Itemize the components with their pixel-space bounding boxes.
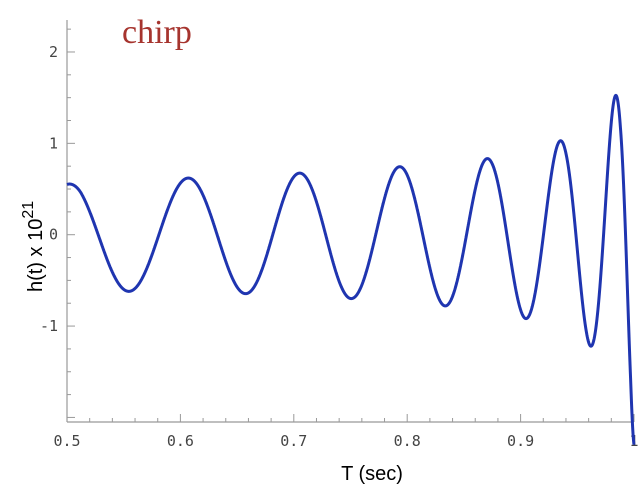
y-minor-ticks (67, 28, 75, 418)
y-axis-label-text: h(t) x 10 (25, 219, 47, 292)
x-tick-label: 0.6 (167, 432, 194, 450)
x-axis-label: T (sec) (341, 463, 403, 485)
x-tick-labels: 0.5 0.6 0.7 0.8 0.9 1 (53, 432, 638, 450)
y-tick-labels: 2 1 0 -1 (40, 43, 58, 335)
chart-title: chirp (122, 14, 192, 51)
y-tick-label: 0 (49, 226, 58, 244)
x-minor-ticks (66, 414, 635, 422)
x-tick-label: 0.9 (507, 432, 534, 450)
x-tick-label: 0.5 (53, 432, 80, 450)
x-tick-label: 0.8 (394, 432, 421, 450)
y-tick-label: 1 (49, 134, 58, 152)
y-axis-label-exponent: 21 (20, 201, 37, 219)
x-tick-label: 0.7 (280, 432, 307, 450)
y-axis-label-group: h(t) x 1021 (20, 201, 47, 292)
y-tick-label: 2 (49, 43, 58, 61)
y-axis-label: h(t) x 1021 (20, 201, 47, 292)
chirp-waveform-series (65, 93, 636, 446)
y-tick-label: -1 (40, 317, 58, 335)
